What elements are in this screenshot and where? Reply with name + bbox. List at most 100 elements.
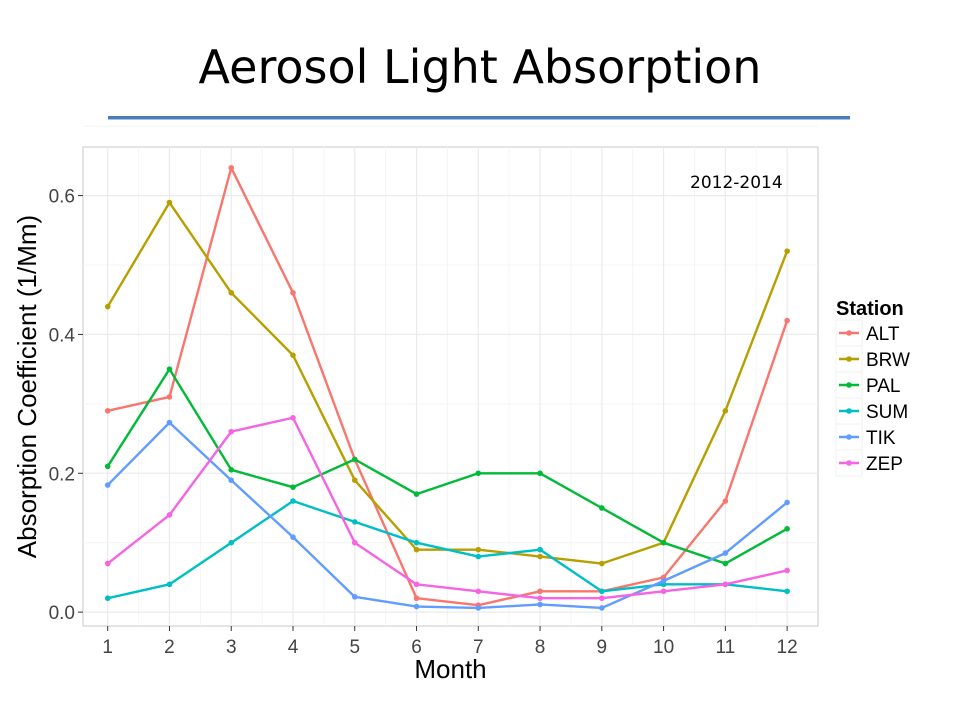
series-line-tik — [106, 421, 788, 610]
data-point-pal — [537, 470, 543, 477]
data-point-sum — [784, 588, 790, 595]
data-point-tik — [599, 605, 605, 611]
data-point-brw — [351, 477, 358, 484]
x-tick-label: 7 — [473, 637, 484, 658]
x-tick-label: 12 — [777, 637, 798, 658]
data-point-sum — [351, 519, 358, 525]
data-point-brw — [784, 248, 790, 254]
data-point-brw — [475, 546, 482, 553]
data-point-pal — [475, 470, 482, 477]
y-tick-label: 0.0 — [49, 603, 75, 624]
data-point-pal — [660, 539, 667, 546]
legend-label-alt: ALT — [866, 324, 900, 345]
series-pal — [104, 366, 790, 567]
data-point-tik — [166, 419, 173, 426]
legend-label-brw: BRW — [866, 350, 910, 371]
legend-item-brw: BRW — [835, 345, 910, 373]
data-point-pal — [413, 491, 420, 497]
y-axis: 0.0 0.2 0.4 0.6 — [49, 187, 83, 624]
x-tick-label: 8 — [535, 637, 546, 658]
data-point-pal — [784, 526, 790, 532]
x-tick-label: 1 — [102, 637, 113, 658]
data-point-tik — [290, 534, 296, 540]
series-tik — [104, 419, 790, 611]
data-point-zep — [104, 560, 111, 567]
data-point-tik — [537, 601, 543, 608]
data-point-tik — [660, 578, 667, 584]
data-point-zep — [537, 595, 543, 602]
legend-key-point — [846, 434, 852, 440]
legend-key-point — [846, 382, 852, 388]
legend-item-alt: ALT — [835, 319, 900, 347]
slide-title: Aerosol Light Absorption — [198, 40, 762, 94]
series-line-pal — [106, 367, 788, 565]
data-point-zep — [784, 567, 790, 574]
data-point-zep — [228, 428, 235, 435]
data-point-brw — [722, 407, 729, 414]
data-point-tik — [228, 477, 235, 484]
data-point-sum — [290, 498, 296, 504]
data-point-zep — [475, 588, 482, 595]
data-point-tik — [475, 605, 482, 611]
legend-key-point — [846, 460, 852, 466]
y-tick-label: 0.4 — [49, 325, 76, 346]
x-tick-label: 9 — [597, 637, 608, 658]
series-zep — [104, 414, 790, 602]
legend-items: ALT BRW PAL SUM TIK ZEP — [835, 319, 910, 477]
data-point-alt — [784, 317, 790, 324]
data-point-tik — [351, 594, 358, 600]
data-point-pal — [166, 366, 173, 372]
legend-title: Station — [836, 298, 904, 320]
data-point-sum — [166, 581, 173, 588]
data-point-tik — [413, 603, 420, 610]
legend: Station ALT BRW PAL SUM TIK ZEP — [835, 298, 910, 477]
data-point-tik — [722, 550, 729, 556]
legend-item-pal: PAL — [835, 371, 901, 399]
title-underline — [108, 116, 850, 120]
data-point-pal — [228, 467, 235, 473]
data-point-zep — [722, 581, 729, 588]
x-tick-label: 2 — [164, 637, 175, 658]
x-tick-label: 3 — [226, 637, 237, 658]
data-point-tik — [104, 482, 111, 488]
y-tick-label: 0.6 — [49, 187, 75, 208]
data-point-zep — [290, 414, 296, 421]
legend-key-point — [846, 408, 852, 414]
series-layer — [104, 165, 790, 611]
data-point-sum — [413, 539, 420, 546]
data-point-alt — [413, 595, 420, 602]
data-point-zep — [413, 581, 420, 588]
grid-major — [83, 147, 818, 626]
data-point-brw — [166, 199, 173, 206]
x-tick-label: 5 — [349, 637, 360, 658]
x-axis-title: Month — [414, 654, 486, 684]
data-point-brw — [104, 303, 111, 310]
x-axis: 1 2 3 4 5 6 7 8 9 10 11 12 — [102, 626, 798, 658]
series-sum — [104, 498, 790, 602]
legend-label-tik: TIK — [866, 428, 896, 449]
data-point-sum — [228, 539, 235, 546]
legend-label-zep: ZEP — [866, 454, 903, 475]
data-point-pal — [104, 463, 111, 470]
data-point-pal — [599, 505, 605, 511]
data-point-zep — [166, 512, 173, 518]
data-point-zep — [660, 588, 667, 595]
data-point-sum — [104, 595, 111, 602]
data-point-sum — [599, 588, 605, 595]
x-tick-label: 11 — [715, 637, 735, 658]
data-point-alt — [722, 498, 729, 504]
data-point-alt — [537, 588, 543, 595]
grid-minor — [83, 125, 818, 626]
plot-panel — [82, 146, 819, 627]
series-line-alt — [107, 166, 789, 607]
legend-label-pal: PAL — [866, 376, 901, 397]
data-point-brw — [290, 352, 296, 359]
data-point-pal — [722, 560, 729, 567]
legend-item-tik: TIK — [835, 423, 896, 451]
data-point-pal — [351, 456, 358, 463]
series-line-sum — [107, 499, 788, 600]
data-point-zep — [599, 595, 605, 602]
data-point-sum — [475, 553, 482, 560]
legend-key-point — [846, 356, 852, 362]
